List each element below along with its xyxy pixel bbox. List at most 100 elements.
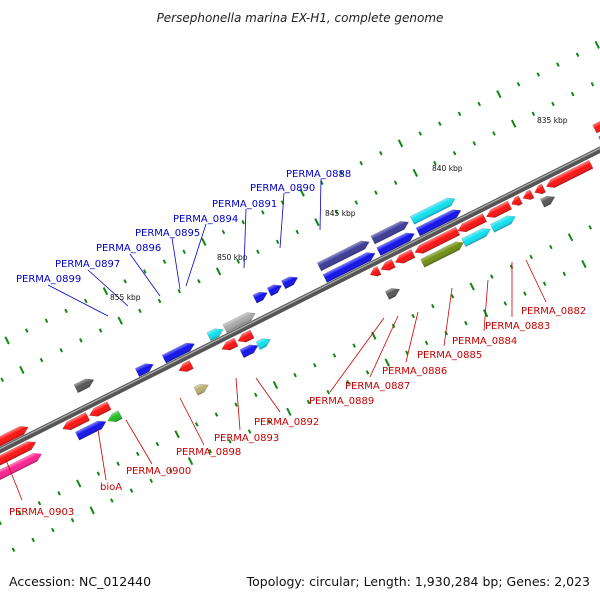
scale-tick [299,188,305,197]
gene-forward-blue[interactable] [161,340,196,364]
gene-label-perma-0892[interactable]: PERMA_0892 [254,417,319,428]
gene-forward-blue[interactable] [134,360,155,377]
gene-label-perma-0888[interactable]: PERMA_0888 [286,169,351,180]
gene-reverse-cyan[interactable] [255,335,273,351]
gene-forward-red[interactable] [0,423,30,459]
gene-reverse-red[interactable] [393,249,416,266]
scale-tick [567,233,574,242]
scale-tick [162,259,167,264]
gene-reverse-red[interactable] [379,258,396,273]
gene-forward-blue[interactable] [322,249,377,283]
gene-reverse-red[interactable] [236,329,255,345]
gene-label-perma-0885[interactable]: PERMA_0885 [417,350,482,361]
gene-forward-blue[interactable] [415,206,463,237]
gene-forward-blue[interactable] [266,282,284,297]
gene-reverse-red[interactable] [413,226,461,257]
chromosome-highlight [0,110,600,488]
gene-label-perma-0883[interactable]: PERMA_0883 [485,321,550,332]
gene-reverse-red[interactable] [368,266,382,279]
leader-line-reverse [405,311,419,363]
gene-reverse-red[interactable] [544,159,594,190]
gene-reverse-pink[interactable] [0,450,44,490]
scale-tick [117,316,123,325]
scale-tick [594,40,600,49]
gene-reverse-red[interactable] [61,412,90,433]
gene-reverse-red[interactable] [220,337,239,353]
scale-tick [59,347,64,353]
gene-reverse-cyan[interactable] [461,225,493,248]
scale-tick [4,336,10,345]
gene-reverse-darkgray[interactable] [384,285,402,300]
scale-tick [412,168,418,177]
gene-reverse-khaki[interactable] [193,381,211,396]
scale-tick [155,441,160,447]
gene-forward-blue[interactable] [281,274,299,290]
leader-line-reverse [525,259,547,303]
gene-reverse-blue[interactable] [239,342,260,359]
leader-line-forward [129,253,161,297]
gene-forward-cyan[interactable] [206,326,225,342]
gene-reverse-cyan[interactable] [489,213,517,233]
scale-tick [464,320,468,326]
gene-label-perma-0900[interactable]: PERMA_0900 [126,466,191,477]
gene-reverse-blue[interactable] [75,418,108,441]
scale-tick [510,119,517,128]
gene-label-bioa[interactable]: bioA [100,482,122,493]
gene-forward-navy[interactable] [370,218,411,245]
leader-line-forward [47,284,109,317]
gene-layer [0,89,600,490]
gene-label-perma-0890[interactable]: PERMA_0890 [250,183,315,194]
gene-label-perma-0894[interactable]: PERMA_0894 [173,214,238,225]
scale-tick [201,237,207,246]
gene-forward-blue[interactable] [252,289,270,304]
gene-label-perma-0884[interactable]: PERMA_0884 [452,336,517,347]
gene-label-perma-0891[interactable]: PERMA_0891 [212,199,277,210]
scale-tick [39,357,44,363]
scale-tick [194,422,199,427]
scale-tick [431,303,435,309]
gene-reverse-darkgray[interactable] [539,193,557,208]
gene-reverse-olive[interactable] [420,239,465,268]
gene-reverse-red[interactable] [533,183,547,197]
scale-tick [44,318,49,323]
scale-label-840: 840 kbp [432,164,463,173]
genome-title: Persephonella marina EX-H1, complete gen… [157,11,444,25]
gene-reverse-green[interactable] [106,410,123,425]
gene-label-perma-0889[interactable]: PERMA_0889 [309,396,374,407]
scale-tick [286,407,292,416]
scale-tick [24,328,29,333]
gene-forward-darkgray[interactable] [73,376,96,394]
leader-line-reverse [179,397,205,446]
gene-forward-gray[interactable] [222,309,257,334]
gene-forward-blue[interactable] [376,230,417,257]
scale-tick [256,249,260,254]
gene-reverse-red[interactable] [521,189,535,203]
gene-reverse-red[interactable] [177,360,194,374]
scale-tick [306,399,311,405]
gene-forward-red[interactable] [592,89,600,134]
gene-label-perma-0899[interactable]: PERMA_0899 [16,274,81,285]
gene-forward-navy[interactable] [316,238,371,272]
gene-reverse-red[interactable] [87,401,112,420]
gene-label-perma-0882[interactable]: PERMA_0882 [521,306,586,317]
gene-label-perma-0896[interactable]: PERMA_0896 [96,243,161,254]
gene-forward-cyan[interactable] [409,195,457,225]
scale-tick [314,218,320,227]
scale-tick [332,353,337,358]
scale-tick [384,358,390,367]
gene-label-perma-0895[interactable]: PERMA_0895 [135,228,200,239]
scale-tick [496,90,502,99]
gene-reverse-red[interactable] [0,438,38,479]
gene-reverse-red[interactable] [484,200,513,221]
gene-label-perma-0898[interactable]: PERMA_0898 [176,447,241,458]
gene-label-perma-0897[interactable]: PERMA_0897 [55,259,120,270]
gene-reverse-red[interactable] [509,195,523,209]
scale-tick [116,461,120,467]
scale-tick [57,491,61,496]
gene-label-perma-0893[interactable]: PERMA_0893 [214,433,279,444]
gene-label-perma-0887[interactable]: PERMA_0887 [345,381,410,392]
gene-label-perma-0903[interactable]: PERMA_0903 [9,507,74,518]
gene-label-perma-0886[interactable]: PERMA_0886 [382,366,447,377]
gene-reverse-red[interactable] [456,213,487,235]
scale-tick [261,210,265,215]
